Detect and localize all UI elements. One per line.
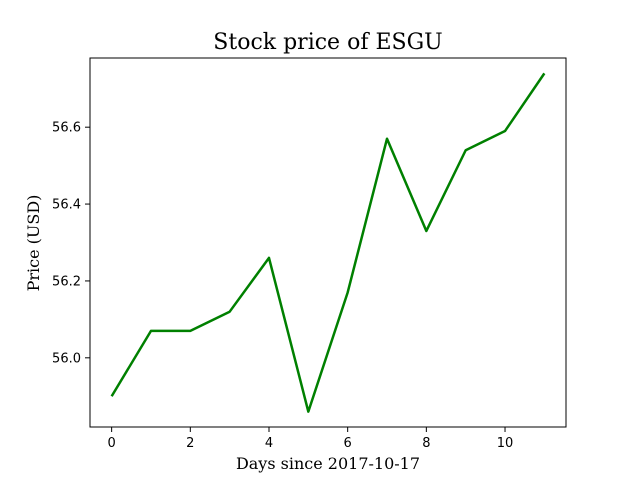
x-tick-label: 6 — [344, 436, 352, 451]
y-axis-label: Price (USD) — [24, 195, 43, 292]
y-tick-label: 56.6 — [52, 121, 81, 136]
x-tick-label: 0 — [107, 436, 115, 451]
x-tick-label: 4 — [265, 436, 273, 451]
series-line — [110, 72, 546, 413]
chart-title: Stock price of ESGU — [213, 30, 442, 55]
y-tick-label: 56.2 — [52, 274, 81, 289]
x-tick-label: 2 — [186, 436, 194, 451]
plot-frame — [89, 57, 567, 428]
y-tick-label: 56.4 — [52, 198, 81, 213]
y-tick-label: 56.0 — [52, 351, 81, 366]
x-tick-label: 8 — [422, 436, 430, 451]
x-tick-label: 10 — [497, 436, 514, 451]
plot-area: 0 2 4 6 8 10 56.0 56.2 56.4 56.6 — [52, 72, 546, 451]
x-axis-label: Days since 2017-10-17 — [236, 454, 420, 473]
